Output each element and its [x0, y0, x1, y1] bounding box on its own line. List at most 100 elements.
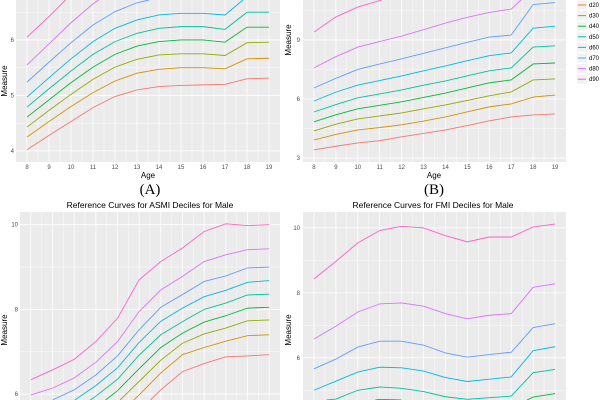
y-tick-label: 8: [15, 307, 19, 313]
series-line-d80: [313, 283, 556, 340]
x-tick-label: 14: [442, 165, 449, 171]
series-line-d90: [313, 223, 556, 280]
x-tick-label: 12: [398, 165, 405, 171]
series-line-d20: [313, 94, 556, 141]
legend-item-d80: d80: [577, 64, 600, 74]
x-tick-label: 11: [377, 165, 384, 171]
x-tick-label: 14: [156, 165, 163, 171]
x-tick-label: 19: [266, 165, 273, 171]
series-line-d70: [52, 266, 270, 400]
legend-label: d40: [589, 24, 600, 30]
x-tick-label: 9: [334, 165, 338, 171]
x-axis-title-a: Age: [141, 171, 156, 180]
series-line-d50: [326, 369, 556, 400]
x-tick-label: 16: [200, 165, 207, 171]
x-tick-label: 8: [312, 165, 316, 171]
series-line-d70: [313, 2, 556, 89]
series-line-d10: [26, 77, 270, 151]
y-tick-label: 8: [297, 291, 301, 297]
x-tick-label: 16: [486, 165, 493, 171]
caption-a: (A): [140, 182, 161, 198]
y-tick-label: 10: [11, 223, 18, 229]
legend-item-d20: d20: [577, 0, 600, 10]
series-line-d30: [26, 41, 270, 128]
x-axis-title-b: Age: [427, 171, 442, 180]
series-line-d80: [313, 0, 522, 69]
legend-label: d60: [589, 45, 600, 51]
series-line-d60: [313, 25, 556, 102]
legend-label: d50: [589, 35, 600, 41]
series-line-d30: [119, 319, 270, 400]
x-tick-label: 15: [178, 165, 185, 171]
legend-item-d70: d70: [577, 53, 600, 63]
y-axis-title-a: Measure: [0, 65, 9, 97]
x-tick-label: 8: [25, 165, 29, 171]
legend-item-d50: d50: [577, 32, 600, 42]
panel-d: 6 8 10: [293, 212, 566, 400]
x-tick-label: 10: [68, 165, 75, 171]
legend-label: d20: [589, 3, 600, 9]
series-line-d80: [30, 248, 270, 396]
series-line-d60: [26, 0, 244, 98]
y-tick-label: 9: [297, 38, 301, 44]
series-line-d40: [26, 26, 269, 118]
series-line-d60: [313, 346, 556, 391]
y-axis-title-d: Measure: [284, 314, 293, 346]
legend-label: d80: [589, 67, 600, 73]
x-tick-label: 13: [134, 165, 141, 171]
series-line-d70: [313, 323, 556, 370]
panel-c: 6 8 10: [11, 212, 280, 400]
series-line-d20: [133, 334, 270, 400]
series-line-d10: [313, 113, 556, 151]
y-tick-label: 5: [11, 93, 15, 99]
series-line-d40: [313, 62, 556, 123]
series-line-d40: [105, 306, 270, 400]
legend-item-d40: d40: [577, 21, 600, 31]
x-tick-label: 11: [90, 165, 97, 171]
legend-item-d30: d30: [577, 11, 600, 21]
y-tick-label: 6: [11, 38, 15, 44]
legend-item-d90: d90: [577, 74, 600, 84]
series-line-d70: [26, 0, 150, 83]
x-tick-label: 18: [244, 165, 251, 171]
x-tick-label: 9: [47, 165, 51, 171]
series-line-d90: [26, 0, 66, 38]
y-tick-label: 10: [293, 226, 300, 232]
legend-label: d70: [589, 56, 600, 62]
y-tick-label: 4: [11, 149, 15, 155]
y-tick-label: 6: [15, 392, 19, 398]
panel-b: 3 6 9 8 9 10 11 12 13 14 15 16 17 18 19: [297, 0, 566, 171]
y-axis-title-c: Measure: [0, 314, 9, 346]
series-line-d60: [74, 280, 270, 400]
y-tick-label: 6: [297, 356, 301, 362]
x-tick-label: 12: [112, 165, 119, 171]
series-line-d10: [150, 354, 270, 400]
legend: d20 d30 d40 d50 d60 d70 d80 d90: [574, 0, 600, 86]
chart-title-c: Reference Curves for ASMI Deciles for Ma…: [67, 200, 234, 210]
legend-item-d60: d60: [577, 42, 600, 52]
x-tick-label: 17: [508, 165, 515, 171]
x-tick-label: 18: [530, 165, 537, 171]
series-line-d50: [313, 45, 556, 113]
panel-a: 4 5 6 8 9 10 11 12 13 14 15 16 17 18 19: [11, 0, 280, 171]
series-line-d90: [30, 223, 270, 381]
y-tick-label: 6: [297, 97, 301, 103]
series-line-d20: [26, 57, 270, 138]
x-tick-label: 10: [354, 165, 361, 171]
x-tick-label: 19: [552, 165, 559, 171]
legend-label: d90: [589, 77, 600, 83]
y-axis-title-b: Measure: [284, 24, 293, 56]
caption-b: (B): [424, 182, 444, 198]
series-line-d30: [313, 78, 556, 132]
series-line-d90: [313, 0, 383, 33]
x-tick-label: 15: [464, 165, 471, 171]
legend-label: d30: [589, 14, 600, 20]
y-tick-label: 3: [297, 156, 301, 162]
series-line-d80: [26, 0, 99, 66]
x-tick-label: 17: [222, 165, 229, 171]
series-line-d50: [26, 11, 269, 108]
chart-title-d: Reference Curves for FMI Deciles for Mal…: [352, 200, 513, 210]
series-line-d50: [90, 293, 270, 400]
x-tick-label: 13: [420, 165, 427, 171]
